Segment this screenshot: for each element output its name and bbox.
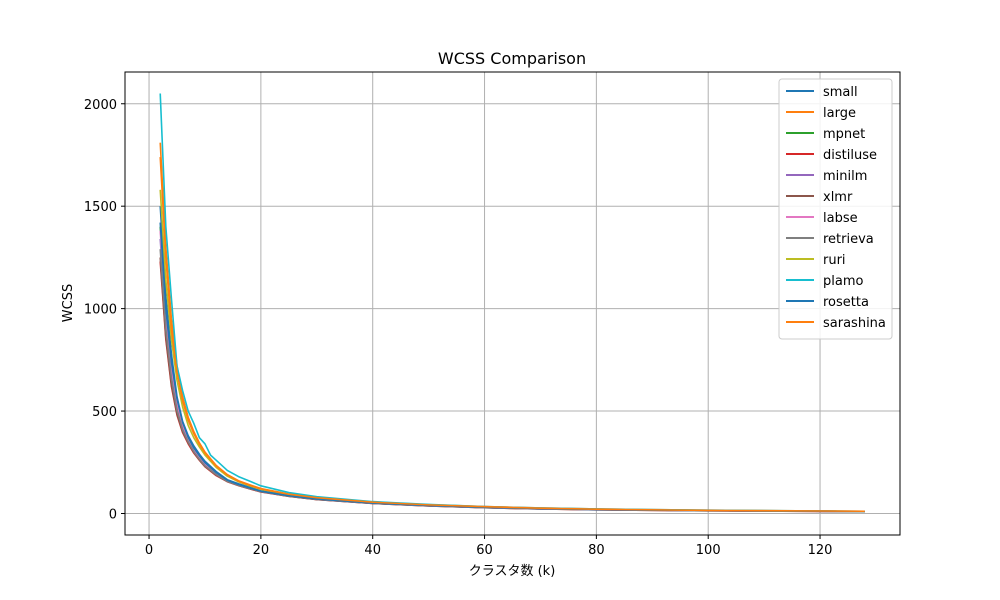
plot-area-frame [124, 71, 901, 536]
legend-label-labse: labse [823, 211, 858, 226]
chart-title: WCSS Comparison [438, 49, 586, 68]
y-tick-label: 1500 [84, 200, 117, 215]
grid-lines [125, 72, 900, 535]
y-axis-title: WCSS [61, 284, 76, 322]
legend-label-ruri: ruri [823, 253, 846, 268]
x-tick-label: 0 [145, 543, 153, 558]
x-tick-label: 20 [253, 543, 270, 558]
y-tick-label: 0 [109, 507, 117, 522]
x-tick-label: 80 [588, 543, 605, 558]
y-tick-label: 2000 [84, 98, 117, 113]
legend-label-sarashina: sarashina [823, 316, 886, 331]
legend-label-plamo: plamo [823, 274, 863, 289]
y-tick-label: 500 [92, 405, 117, 420]
plot-series-group [159, 93, 865, 513]
x-tick-label: 120 [808, 543, 833, 558]
legend-label-small: small [823, 85, 858, 100]
legend-box [778, 78, 893, 340]
legend-label-distiluse: distiluse [823, 148, 877, 163]
legend-label-minilm: minilm [823, 169, 867, 184]
x-tick-label: 100 [696, 543, 721, 558]
x-tick-label: 60 [476, 543, 493, 558]
x-tick-label: 40 [364, 543, 381, 558]
y-tick-label: 1000 [84, 303, 117, 318]
legend: small large mpnet distiluse minilm xlmr labse r… [778, 78, 893, 340]
series-line-sarashina [159, 156, 865, 513]
legend-label-large: large [823, 106, 856, 121]
axis-ticks: 0 20 40 60 80 100 120 0 500 1000 1500 2000 [84, 98, 833, 558]
legend-label-rosetta: rosetta [823, 295, 869, 310]
legend-label-retrieva: retrieva [823, 232, 874, 247]
legend-label-mpnet: mpnet [823, 127, 865, 142]
x-axis-title: クラスタ数 (k) [469, 564, 556, 579]
legend-label-xlmr: xlmr [823, 190, 853, 205]
